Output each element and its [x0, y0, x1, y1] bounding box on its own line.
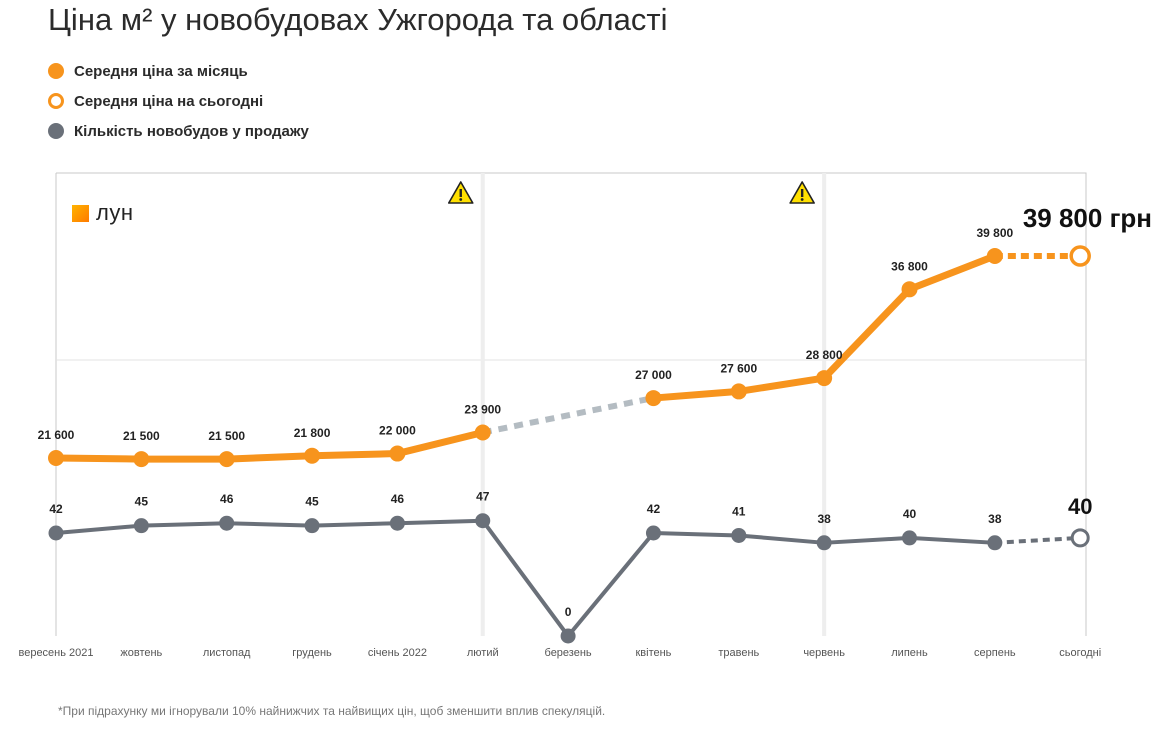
count-point [645, 525, 661, 541]
x-tick-label: березень [545, 647, 592, 659]
count-data-label: 46 [391, 492, 405, 506]
count-point [731, 527, 747, 543]
legend-marker-count [48, 123, 64, 139]
warning-mark-bar [459, 189, 462, 197]
count-data-label: 41 [732, 504, 746, 518]
count-point [987, 535, 1003, 551]
x-tick-label: вересень 2021 [18, 647, 93, 659]
price-data-label: 39 800 [976, 226, 1013, 240]
legend-label-today-price: Середня ціна на сьогодні [74, 92, 264, 110]
price-point [218, 451, 235, 468]
count-point [219, 515, 235, 531]
legend: Середня ціна за місяць Середня ціна на с… [48, 56, 309, 146]
price-point [48, 450, 64, 466]
count-point [48, 525, 64, 541]
count-point [304, 518, 320, 534]
x-tick-label: серпень [974, 647, 1016, 659]
chart-frame [55, 172, 1087, 636]
count-point [560, 628, 576, 644]
price-gap-dashed-line [482, 395, 655, 436]
price-today-label: 39 800 грн [1023, 203, 1152, 233]
count-line [54, 518, 997, 638]
legend-label-count: Кількість новобудов у продажу [74, 122, 309, 140]
lun-logo-text: лун [96, 200, 134, 225]
price-data-label: 36 800 [891, 259, 928, 273]
legend-item-monthly-price: Середня ціна за місяць [48, 56, 309, 86]
price-data-label: 21 600 [38, 428, 75, 442]
warning-mark-dot [459, 198, 463, 201]
chart-title: Ціна м² у новобудовах Ужгорода та област… [48, 2, 668, 37]
count-data-label: 45 [135, 495, 149, 509]
x-tick-label: квітень [635, 647, 671, 659]
count-today-dashed-line [994, 535, 1081, 545]
legend-marker-today-price [48, 93, 64, 109]
x-tick-label: червень [803, 647, 845, 659]
warning-mark-bar [800, 189, 804, 197]
x-tick-label: листопад [203, 647, 251, 659]
price-point [816, 370, 833, 387]
count-data-label: 38 [817, 512, 831, 526]
count-data-label: 38 [988, 512, 1002, 526]
price-data-label: 22 000 [379, 424, 416, 438]
price-point [133, 451, 150, 468]
x-tick-label: липень [891, 647, 928, 659]
footnote: *При підрахунку ми ігнорували 10% найниж… [58, 704, 606, 718]
count-today-label: 40 [1068, 494, 1092, 519]
legend-item-count: Кількість новобудов у продажу [48, 116, 309, 146]
count-today-point [1070, 528, 1090, 548]
price-data-label: 21 800 [294, 426, 331, 440]
x-tick-label: жовтень [120, 647, 162, 659]
price-today-point [1069, 245, 1091, 267]
price-point [986, 248, 1003, 264]
count-data-label: 40 [903, 507, 917, 521]
legend-label-monthly-price: Середня ціна за місяць [74, 62, 248, 80]
price-data-label: 21 500 [123, 429, 160, 443]
price-point [901, 281, 918, 298]
count-data-label: 47 [476, 490, 490, 504]
legend-item-today-price: Середня ціна на сьогодні [48, 86, 309, 116]
price-line-segment [52, 428, 487, 463]
x-tick-label: січень 2022 [368, 647, 427, 659]
price-data-label: 21 500 [208, 429, 245, 443]
x-tick-label: сьогодні [1059, 647, 1101, 659]
warning-mark-dot [800, 198, 804, 201]
price-point [304, 447, 321, 464]
legend-marker-monthly-price [48, 63, 64, 79]
lun-logo: лун [72, 200, 134, 226]
count-data-label: 0 [565, 605, 572, 619]
count-data-label: 46 [220, 492, 234, 506]
price-data-label: 23 900 [464, 402, 501, 416]
count-data-label: 42 [647, 502, 661, 516]
price-point [474, 424, 491, 441]
x-tick-label: травень [718, 647, 759, 659]
x-tick-label: лютий [467, 647, 499, 659]
price-point [645, 390, 662, 407]
price-data-label: 27 600 [720, 361, 757, 375]
count-point [389, 515, 405, 531]
count-point [133, 518, 149, 534]
count-data-label: 45 [305, 495, 319, 509]
count-point [902, 530, 917, 546]
lun-logo-square-icon [72, 204, 89, 222]
price-point [389, 445, 406, 462]
count-point [475, 513, 491, 529]
price-data-label: 27 000 [635, 368, 672, 382]
x-tick-label: грудень [292, 647, 332, 659]
price-point [730, 383, 747, 400]
count-point [816, 535, 832, 551]
count-data-label: 42 [49, 502, 63, 516]
price-data-label: 28 800 [806, 348, 843, 362]
